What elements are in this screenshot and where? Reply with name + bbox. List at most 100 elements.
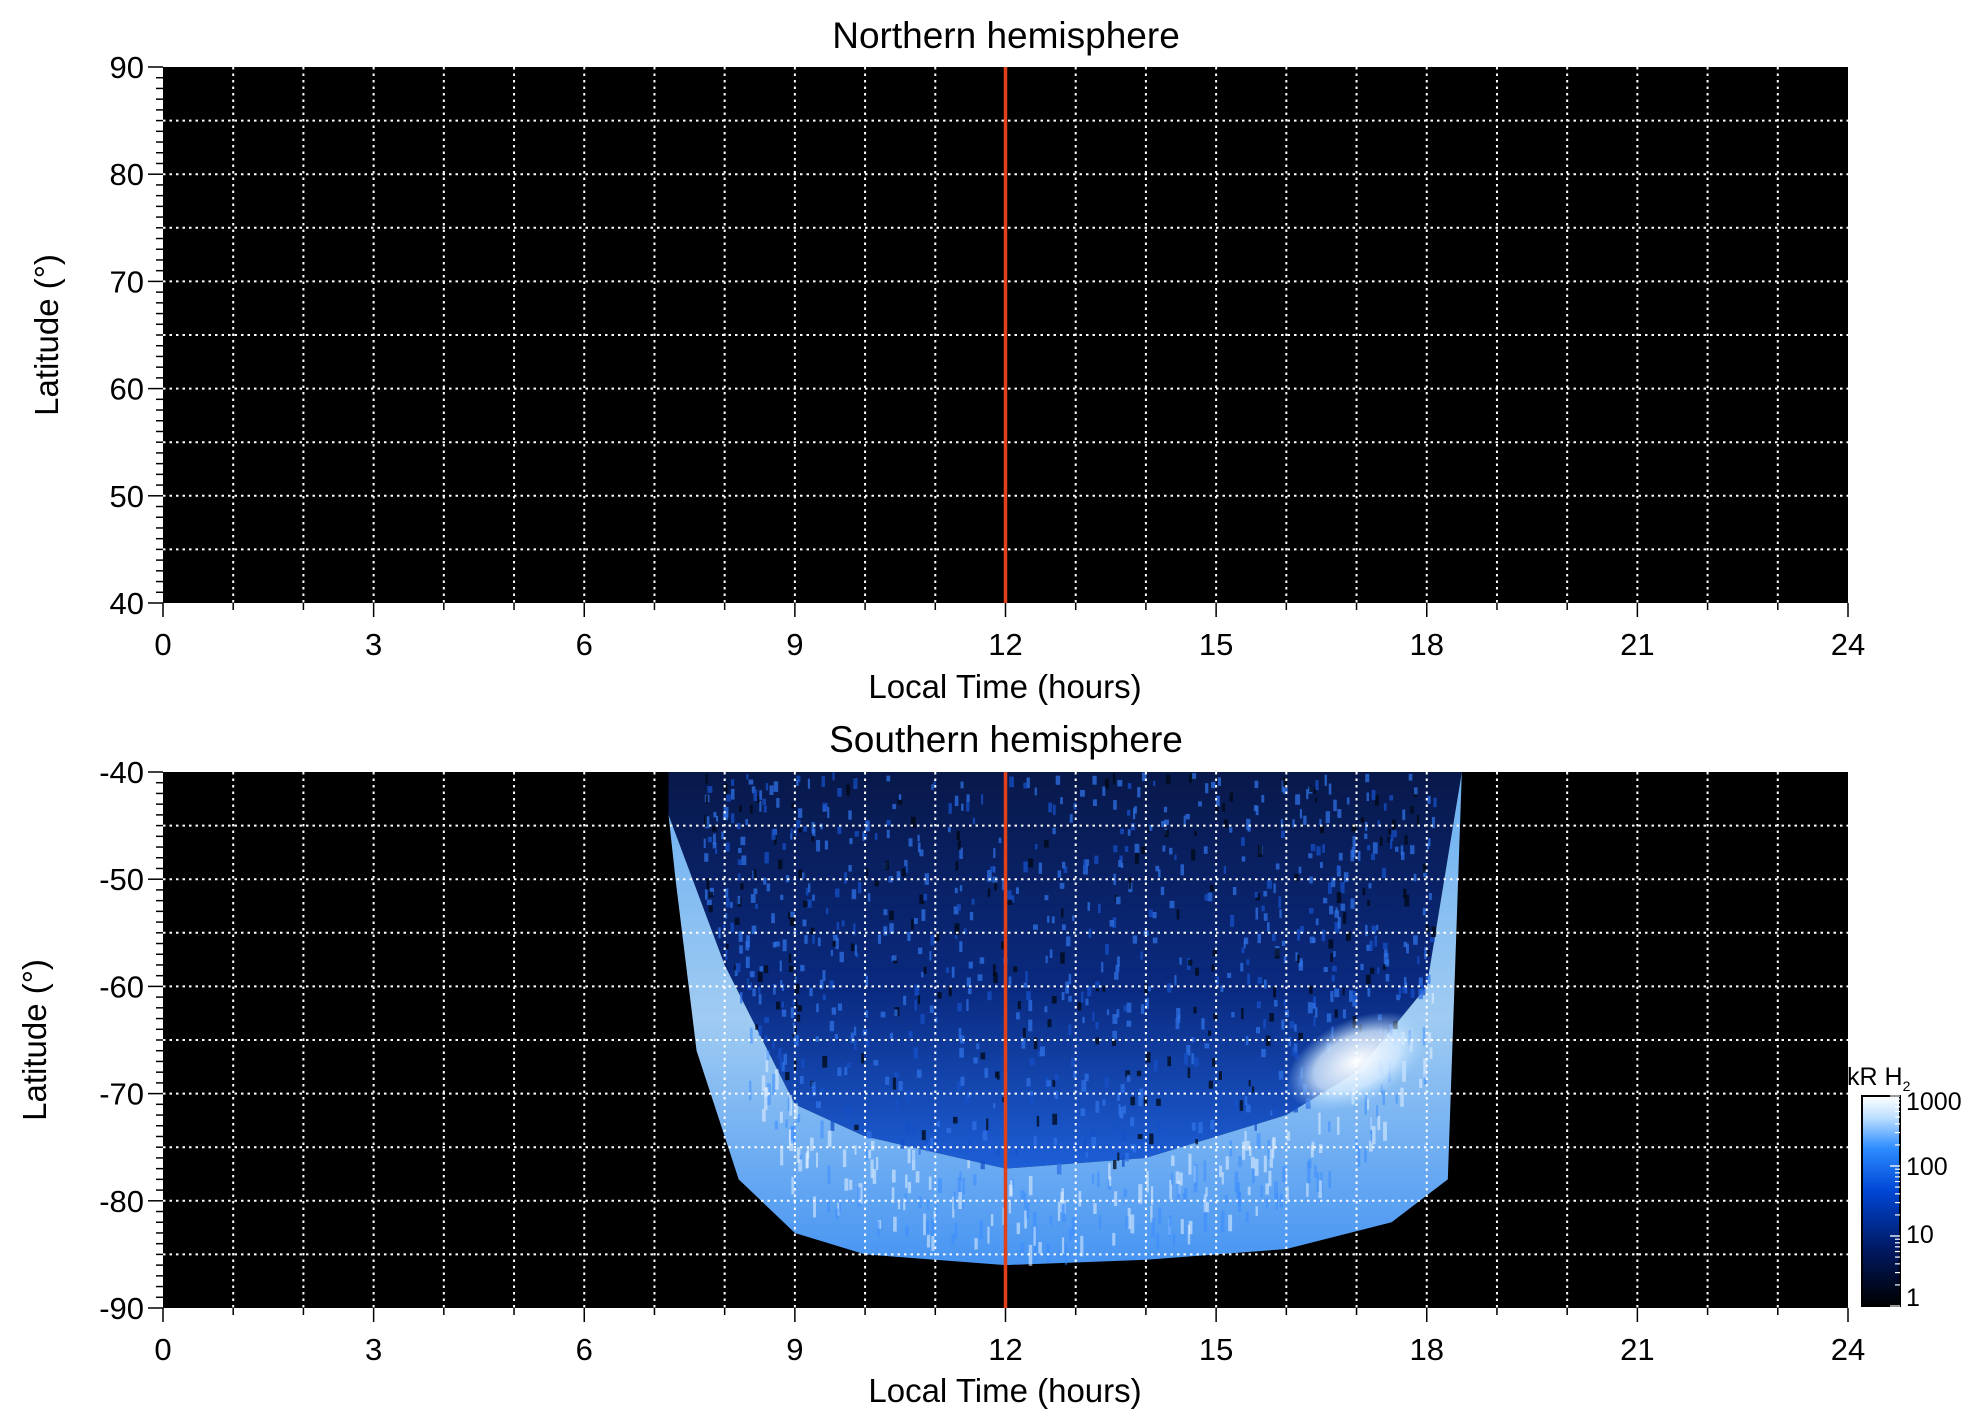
- emission-speckle-mark: [778, 859, 783, 870]
- emission-speckle-mark: [1052, 827, 1056, 835]
- oval-streak-mark: [749, 1027, 753, 1044]
- oval-streak-mark: [1419, 1078, 1423, 1088]
- emission-speckle-mark: [1112, 772, 1116, 785]
- emission-speckle-mark: [811, 821, 815, 834]
- emission-speckle-mark: [966, 800, 970, 812]
- emission-speckle-mark: [903, 995, 907, 1006]
- emission-speckle-mark: [1218, 777, 1222, 786]
- oval-streak-mark: [790, 1126, 795, 1141]
- emission-speckle-mark: [788, 965, 794, 973]
- emission-speckle-mark: [865, 867, 869, 877]
- colorbar-tick-label: 10: [1906, 1221, 1934, 1249]
- emission-speckle-mark: [1148, 909, 1153, 918]
- emission-speckle-mark: [1394, 846, 1399, 852]
- emission-speckle-mark: [1326, 1013, 1332, 1023]
- emission-speckle-mark: [740, 883, 744, 890]
- emission-speckle-mark: [929, 951, 932, 961]
- oval-streak-mark: [1125, 1216, 1129, 1229]
- emission-speckle-mark: [737, 859, 742, 866]
- emission-speckle-mark: [924, 873, 929, 885]
- emission-speckle-mark: [1266, 922, 1270, 932]
- emission-speckle-mark: [1134, 806, 1137, 814]
- emission-speckle-mark: [917, 834, 920, 842]
- emission-speckle-mark: [788, 953, 792, 963]
- north-ticks: [148, 66, 1849, 617]
- emission-speckle-mark: [848, 864, 852, 872]
- emission-speckle-mark: [1239, 1100, 1244, 1111]
- emission-speckle-mark: [1082, 1016, 1085, 1024]
- emission-speckle-mark: [1090, 1130, 1096, 1137]
- emission-speckle-mark: [1059, 883, 1065, 889]
- oval-streak-mark: [1049, 1215, 1053, 1226]
- south-y-tick-label: -60: [99, 969, 144, 1004]
- emission-speckle-mark: [1367, 900, 1371, 906]
- emission-speckle-mark: [1350, 898, 1355, 909]
- colorbar: kR H2 1 10 100 1000: [1847, 1063, 1962, 1312]
- emission-speckle-mark: [1425, 974, 1431, 984]
- emission-speckle-mark: [996, 1071, 1000, 1080]
- oval-streak-mark: [1423, 1073, 1427, 1085]
- emission-speckle-mark: [1081, 1080, 1087, 1092]
- emission-speckle-mark: [1427, 950, 1430, 957]
- emission-speckle-mark: [1095, 985, 1099, 992]
- oval-streak-mark: [872, 1169, 877, 1185]
- oval-streak-mark: [1024, 1210, 1027, 1229]
- emission-speckle-mark: [1128, 877, 1132, 889]
- oval-streak-mark: [987, 1226, 990, 1244]
- emission-speckle-mark: [957, 840, 961, 850]
- emission-speckle-mark: [1298, 958, 1303, 967]
- south-x-tick-labels: 0 3 6 9 12 15 18 21 24: [154, 1332, 1865, 1367]
- emission-speckle-mark: [1085, 998, 1089, 1006]
- emission-speckle-mark: [1026, 1078, 1031, 1087]
- oval-streak-mark: [1098, 1215, 1102, 1230]
- emission-speckle-mark: [873, 1060, 879, 1066]
- emission-speckle-mark: [750, 894, 756, 903]
- emission-speckle-mark: [837, 1003, 843, 1011]
- emission-speckle-mark: [1210, 781, 1216, 789]
- oval-streak-mark: [1093, 1203, 1097, 1214]
- emission-speckle-mark: [1263, 891, 1268, 897]
- emission-speckle-mark: [1180, 864, 1185, 876]
- emission-speckle-mark: [1109, 919, 1115, 927]
- emission-speckle-mark: [1421, 984, 1426, 996]
- emission-speckle-mark: [1248, 1080, 1251, 1087]
- emission-speckle-mark: [1120, 828, 1125, 835]
- emission-speckle-mark: [947, 827, 951, 833]
- emission-speckle-mark: [1346, 931, 1351, 941]
- oval-streak-mark: [903, 1198, 906, 1211]
- emission-speckle-mark: [712, 826, 717, 832]
- emission-speckle-mark: [931, 784, 934, 790]
- oval-streak-mark: [931, 1235, 935, 1251]
- emission-speckle-mark: [790, 1007, 795, 1018]
- emission-speckle-mark: [797, 808, 803, 818]
- oval-streak-mark: [842, 1149, 847, 1168]
- north-x-tick-label: 21: [1620, 627, 1654, 662]
- emission-speckle-mark: [1215, 976, 1219, 985]
- emission-speckle-mark: [753, 869, 757, 878]
- emission-speckle-mark: [849, 838, 853, 845]
- oval-streak-mark: [1016, 1222, 1021, 1235]
- emission-speckle-mark: [1016, 1012, 1020, 1020]
- emission-speckle-mark: [1113, 873, 1116, 885]
- emission-speckle-mark: [835, 937, 839, 950]
- emission-speckle-mark: [723, 924, 726, 930]
- emission-speckle-mark: [1246, 1104, 1251, 1113]
- emission-speckle-mark: [1403, 977, 1407, 985]
- emission-speckle-mark: [758, 1025, 762, 1036]
- emission-speckle-mark: [853, 778, 858, 789]
- emission-speckle-mark: [1389, 795, 1394, 801]
- emission-speckle-mark: [782, 843, 786, 851]
- emission-speckle-mark: [1325, 811, 1330, 824]
- emission-speckle-mark: [1063, 866, 1068, 874]
- emission-speckle-mark: [799, 1075, 804, 1084]
- emission-speckle-mark: [1106, 1009, 1110, 1016]
- emission-speckle-mark: [766, 883, 771, 892]
- emission-speckle-mark: [1367, 988, 1371, 997]
- emission-speckle-mark: [954, 795, 959, 807]
- emission-speckle-mark: [1261, 905, 1265, 912]
- oval-streak-mark: [1364, 1094, 1368, 1115]
- emission-speckle-mark: [775, 1001, 781, 1010]
- emission-speckle-mark: [1141, 846, 1146, 854]
- oval-streak-mark: [898, 1199, 901, 1210]
- emission-speckle-mark: [1371, 925, 1377, 934]
